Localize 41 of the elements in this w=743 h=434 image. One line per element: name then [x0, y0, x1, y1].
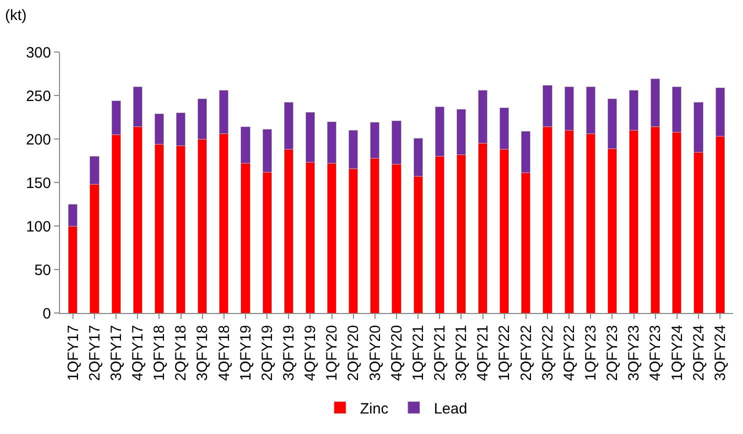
y-tick-label: 50: [34, 262, 51, 279]
legend-label: Lead: [434, 400, 468, 418]
x-tick-label: 1QFY18: [151, 325, 168, 381]
x-tick-label: 1QFY23: [582, 325, 600, 381]
legend-label: Zinc: [360, 400, 389, 418]
x-tick-label: 4QFY17: [130, 325, 147, 381]
x-tick-label: 3QFY20: [366, 325, 384, 381]
y-tick-label: 0: [42, 305, 51, 322]
x-tick-label: 4QFY18: [216, 325, 233, 381]
x-tick-label: 2QFY24: [690, 325, 708, 381]
y-tick-label: 250: [26, 88, 51, 105]
x-tick-label: 3QFY22: [539, 325, 556, 381]
x-tick-label: 1QFY17: [64, 325, 82, 381]
x-tick-label: 3QFY24: [712, 325, 729, 381]
y-tick-label: 100: [26, 218, 51, 236]
x-tick-label: 2QFY18: [172, 325, 190, 381]
x-tick-label: 3QFY17: [108, 325, 125, 381]
x-tick-label: 1QFY21: [410, 325, 427, 381]
x-tick-label: 3QFY18: [194, 325, 212, 381]
y-tick-label: 150: [26, 174, 51, 192]
y-tick-label: 300: [26, 44, 51, 62]
x-tick-label: 1QFY20: [324, 325, 341, 381]
x-tick-label: 1QFY22: [496, 325, 514, 381]
y-axis-title: (kt): [5, 7, 27, 24]
x-tick-label: 2QFY22: [518, 325, 535, 381]
x-tick-label: 4QFY22: [560, 325, 578, 381]
x-tick-label: 4QFY20: [388, 325, 406, 381]
x-tick-label: 2QFY23: [604, 325, 622, 381]
x-tick-label: 3QFY21: [453, 325, 470, 381]
x-tick-label: 1QFY19: [237, 325, 254, 381]
x-tick-label: 2QFY17: [86, 325, 104, 381]
x-tick-label: 4QFY19: [302, 325, 320, 381]
x-tick-label: 2QFY21: [432, 325, 449, 381]
x-tick-label: 3QFY23: [626, 325, 643, 381]
x-tick-label: 1QFY24: [668, 325, 686, 381]
x-tick-label: 2QFY20: [345, 325, 362, 381]
y-tick-label: 200: [26, 131, 51, 148]
x-tick-label: 4QFY23: [647, 325, 664, 381]
x-tick-label: 3QFY19: [280, 325, 298, 381]
x-tick-label: 2QFY19: [258, 325, 276, 381]
x-tick-label: 4QFY21: [474, 325, 492, 381]
